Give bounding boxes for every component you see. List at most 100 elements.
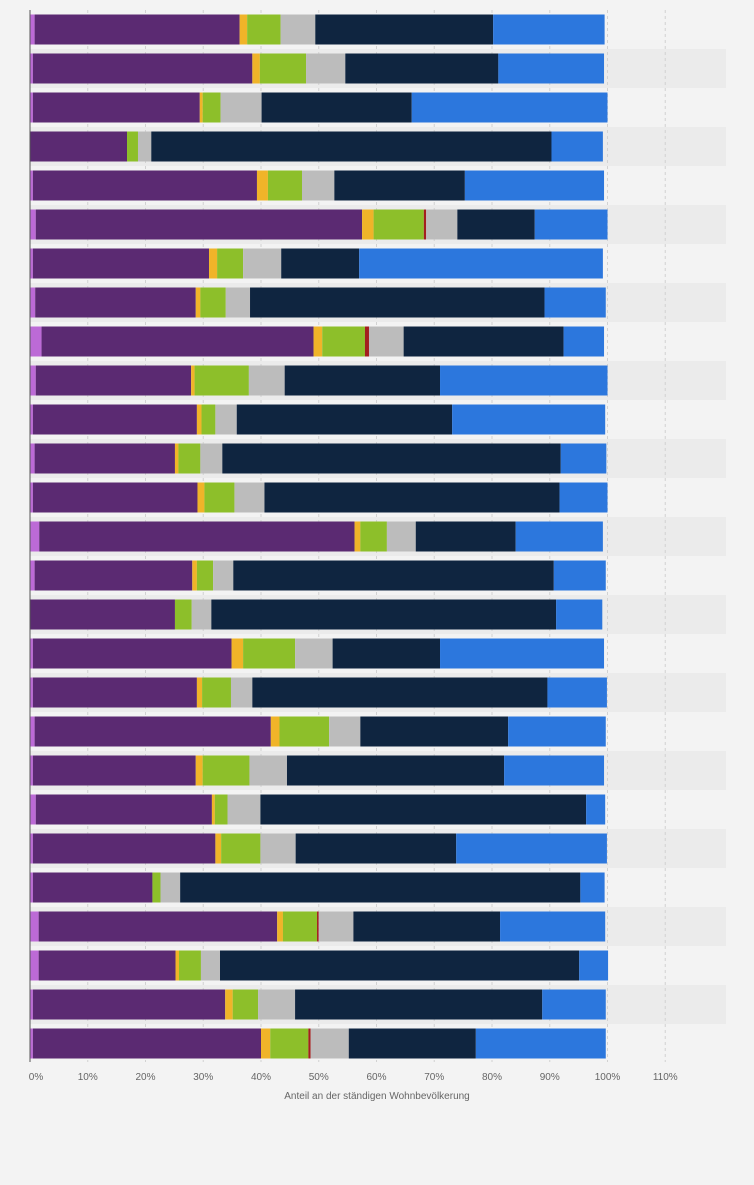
bar-segment — [137, 131, 152, 162]
bar-segment — [30, 911, 39, 942]
bar-segment — [360, 521, 387, 552]
bar-segment — [204, 482, 235, 513]
bar-segment — [553, 560, 606, 591]
bar-segment — [211, 794, 215, 825]
bar-segment — [234, 482, 265, 513]
x-tick-label: 70% — [424, 1072, 444, 1083]
bar-segment — [32, 170, 257, 201]
bar-segment — [270, 716, 280, 747]
bar-segment — [38, 911, 278, 942]
bar-segment — [196, 560, 214, 591]
x-tick-label: 20% — [135, 1072, 155, 1083]
bar-segment — [322, 326, 365, 357]
bar-segment — [258, 989, 296, 1020]
bar-segment — [202, 677, 231, 708]
bar-segment — [32, 1028, 261, 1059]
bar-segment — [295, 989, 543, 1020]
bar-segment — [560, 443, 607, 474]
bar-segment — [30, 209, 36, 240]
bar-segment — [30, 365, 36, 396]
bar-segment — [30, 131, 128, 162]
bar-segment — [230, 677, 253, 708]
bar-segment — [329, 716, 361, 747]
bar-segment — [211, 599, 557, 630]
bar-segment — [213, 560, 234, 591]
bar-segment — [30, 14, 35, 45]
bar-segment — [508, 716, 606, 747]
bar-segment — [267, 170, 302, 201]
bar-segment — [209, 248, 218, 279]
bar-segment — [227, 794, 261, 825]
bar-segment — [30, 248, 33, 279]
bar-segment — [302, 170, 335, 201]
bar-segment — [32, 755, 196, 786]
bar-segment — [256, 170, 268, 201]
bar-segment — [32, 248, 210, 279]
bar-segment — [280, 14, 316, 45]
bar-segment — [32, 404, 197, 435]
bar-segment — [160, 872, 181, 903]
bar-segment — [243, 248, 282, 279]
bar-segment — [202, 92, 221, 123]
x-tick-label: 90% — [540, 1072, 560, 1083]
bar-segment — [415, 521, 516, 552]
bar-segment — [498, 53, 605, 84]
bar-segment — [362, 209, 374, 240]
bar-segment — [334, 170, 465, 201]
bar-segment — [386, 521, 416, 552]
bar-segment — [368, 326, 404, 357]
bar-segment — [515, 521, 603, 552]
bar-segment — [225, 287, 251, 318]
bar-segment — [30, 287, 36, 318]
bar-segment — [175, 950, 179, 981]
bar-segment — [35, 209, 363, 240]
bar-segment — [318, 911, 354, 942]
bar-segment — [32, 833, 216, 864]
bar-segment — [440, 638, 605, 669]
bar-segment — [30, 872, 33, 903]
bar-segment — [348, 1028, 476, 1059]
bar-segment — [332, 638, 441, 669]
bar-segment — [214, 794, 228, 825]
bar-segment — [30, 950, 39, 981]
bar-segment — [30, 560, 35, 591]
bar-segment — [127, 131, 138, 162]
bar-segment — [403, 326, 564, 357]
bar-segment — [196, 404, 202, 435]
bar-segment — [217, 248, 244, 279]
bar-segment — [30, 53, 33, 84]
bar-segment — [264, 482, 560, 513]
bar-segment — [32, 482, 198, 513]
bar-segment — [191, 365, 195, 396]
bar-segment — [30, 755, 33, 786]
bar-segment — [252, 677, 548, 708]
x-tick-label: 100% — [595, 1072, 621, 1083]
bar-segment — [30, 989, 33, 1020]
bar-segment — [364, 326, 369, 357]
bar-segment — [359, 248, 603, 279]
bar-segment — [423, 209, 427, 240]
bar-segment — [440, 365, 608, 396]
bar-segment — [345, 53, 499, 84]
bar-segment — [30, 638, 33, 669]
bar-segment — [233, 560, 554, 591]
bar-segment — [249, 755, 287, 786]
bar-segment — [579, 950, 609, 981]
bar-segment — [310, 1028, 349, 1059]
bar-segment — [30, 404, 33, 435]
bar-segment — [464, 170, 605, 201]
bar-segment — [41, 326, 314, 357]
bar-segment — [220, 92, 262, 123]
bar-segment — [542, 989, 606, 1020]
bar-segment — [195, 755, 203, 786]
bar-segment — [354, 521, 361, 552]
x-tick-label: 10% — [78, 1072, 98, 1083]
bar-segment — [222, 443, 561, 474]
bar-segment — [151, 131, 552, 162]
bar-segment — [452, 404, 606, 435]
bar-segment — [250, 287, 545, 318]
bar-segment — [191, 599, 212, 630]
bar-segment — [178, 443, 201, 474]
bar-segment — [247, 14, 281, 45]
bar-segment — [353, 911, 501, 942]
